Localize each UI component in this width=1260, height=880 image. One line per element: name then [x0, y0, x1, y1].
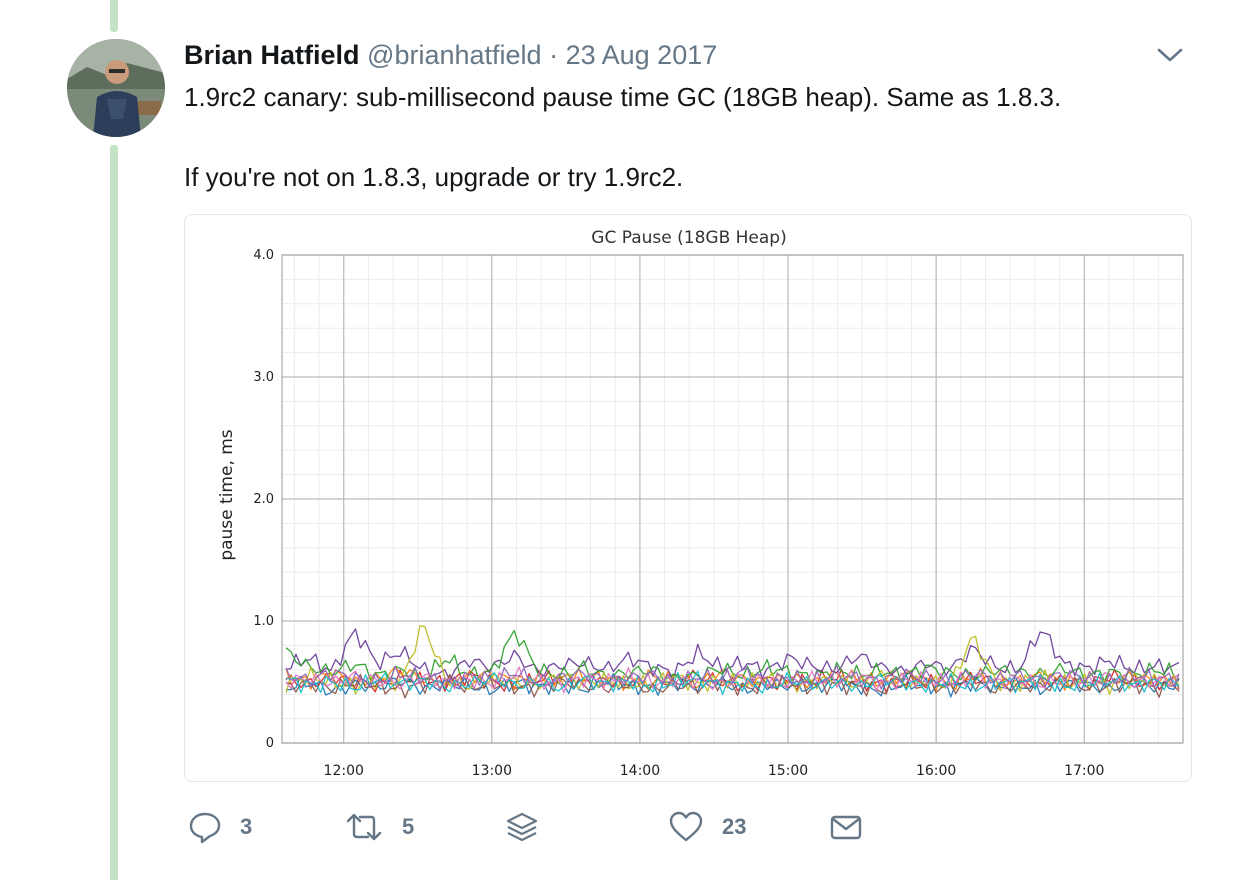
chart-image-card[interactable]: GC Pause (18GB Heap) pause time, ms 12:0… [184, 214, 1192, 782]
like-count: 23 [722, 814, 747, 839]
avatar[interactable] [67, 39, 165, 137]
chart-x-tick-label: 15:00 [768, 763, 808, 779]
chart-series-line [286, 673, 1180, 698]
chart-x-tick-label: 17:00 [1064, 763, 1104, 779]
reply-count: 3 [240, 814, 253, 839]
chart-y-axis-label: pause time, ms [217, 429, 237, 560]
tweet-text-line: 1.9rc2 canary: sub-millisecond pause tim… [184, 82, 1062, 112]
chart-series-line [285, 664, 1180, 691]
chart-x-tick-label: 16:00 [916, 763, 956, 779]
thread-line-top [110, 0, 118, 32]
chart-x-tick-label: 12:00 [324, 763, 364, 779]
header-separator: · [549, 40, 559, 70]
tweet-header: Brian Hatfield @brianhatfield · 23 Aug 2… [184, 38, 717, 72]
chart-series-line [285, 666, 1180, 694]
chart-y-tick-label: 1.0 [253, 614, 274, 629]
chart-y-tick-label: 2.0 [253, 492, 274, 507]
author-name[interactable]: Brian Hatfield [184, 40, 360, 70]
author-handle[interactable]: @brianhatfield [367, 40, 542, 70]
stack-button[interactable] [505, 806, 539, 848]
reply-icon [189, 812, 221, 844]
chart-x-tick-label: 13:00 [472, 763, 512, 779]
more-menu-button[interactable] [1156, 44, 1184, 66]
tweet-actions: 3 5 23 [0, 806, 1260, 848]
retweet-icon [346, 813, 382, 841]
chart-plot-frame [281, 254, 1184, 744]
like-button[interactable]: 23 [668, 806, 746, 848]
heart-icon [669, 811, 703, 842]
tweet-date[interactable]: 23 Aug 2017 [565, 40, 718, 70]
chart-x-tick-label: 14:00 [620, 763, 660, 779]
gc-pause-chart: GC Pause (18GB Heap) pause time, ms 12:0… [217, 228, 1184, 779]
chart-y-tick-label: 4.0 [253, 248, 274, 263]
tweet-text: 1.9rc2 canary: sub-millisecond pause tim… [184, 80, 1204, 194]
chart-y-tick-label: 0 [266, 736, 274, 751]
thread-line-bottom [110, 145, 118, 880]
avatar-image [67, 39, 165, 137]
retweet-button[interactable]: 5 [344, 806, 414, 848]
reply-button[interactable]: 3 [188, 806, 252, 848]
chart-y-tick-label: 3.0 [253, 370, 274, 385]
direct-message-button[interactable] [829, 806, 863, 848]
chart-title: GC Pause (18GB Heap) [591, 228, 786, 248]
tweet-text-line: If you're not on 1.8.3, upgrade or try 1… [184, 162, 684, 192]
chart-series-line [285, 625, 1180, 696]
stack-icon [506, 812, 538, 842]
retweet-count: 5 [402, 814, 415, 839]
envelope-icon [830, 815, 862, 840]
chevron-down-icon [1157, 48, 1183, 62]
